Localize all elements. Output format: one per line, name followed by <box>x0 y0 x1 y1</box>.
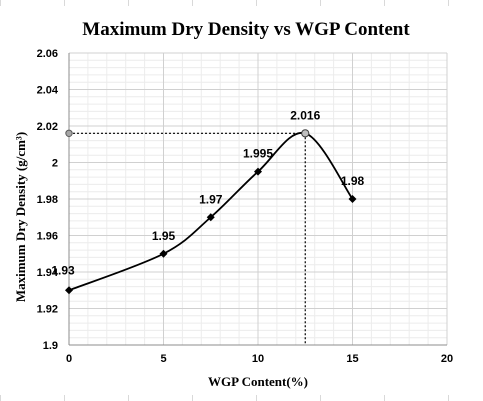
data-label: 1.98 <box>341 174 365 188</box>
y-tick-label: 2 <box>52 158 58 170</box>
reference-point-y-axis <box>65 129 73 138</box>
data-point <box>65 286 73 295</box>
data-label: 2.016 <box>290 108 320 122</box>
x-tick-label: 20 <box>441 353 453 365</box>
data-point <box>254 167 262 176</box>
y-tick-label: 1.94 <box>37 267 59 279</box>
data-point <box>159 249 168 258</box>
y-axis-label: Maximum Dry Density (g/cm³) <box>13 132 28 302</box>
data-points <box>65 129 357 295</box>
x-tick-label: 5 <box>160 353 166 365</box>
grid-major <box>68 52 448 346</box>
data-labels: 1.93 1.95 1.97 1.995 2.016 1.98 <box>51 108 364 277</box>
reference-lines <box>65 129 306 345</box>
y-tick-label: 1.98 <box>37 194 58 206</box>
x-tick-label: 10 <box>252 353 264 365</box>
data-label: 1.95 <box>152 229 176 243</box>
data-point <box>206 213 215 222</box>
data-point <box>301 129 310 138</box>
y-tick-label: 1.96 <box>37 231 58 243</box>
x-tick-label: 15 <box>346 353 358 365</box>
y-tick-label: 2.02 <box>37 121 58 133</box>
y-tick-label: 1.92 <box>37 304 58 316</box>
y-tick-label: 2.06 <box>37 48 58 60</box>
data-label: 1.97 <box>199 192 223 206</box>
x-tick-label: 0 <box>66 353 72 365</box>
data-point <box>348 195 357 203</box>
data-label: 1.93 <box>51 263 75 277</box>
data-label: 1.995 <box>243 147 273 161</box>
chart-title: Maximum Dry Density vs WGP Content <box>82 19 410 40</box>
y-tick-label: 2.04 <box>37 85 59 97</box>
x-tick-labels: 0 5 10 15 20 <box>66 353 453 365</box>
y-tick-label: 1.9 <box>43 340 58 352</box>
y-tick-labels: 1.9 1.92 1.94 1.96 1.98 2 2.02 2.04 2.06 <box>37 48 59 352</box>
series-line <box>68 132 354 292</box>
x-axis-label: WGP Content(%) <box>208 374 308 389</box>
